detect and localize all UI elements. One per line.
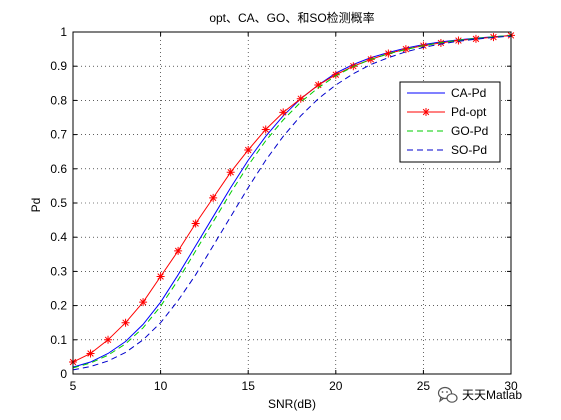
legend-label: GO-Pd	[451, 124, 488, 138]
y-tick-label: 0.4	[50, 230, 67, 244]
y-tick-label: 1	[60, 25, 67, 39]
data-point	[296, 94, 305, 103]
watermark-text: 天天Matlab	[462, 388, 522, 402]
x-tick-label: 20	[329, 379, 343, 393]
series-layer	[69, 31, 515, 371]
x-tick-label: 25	[417, 379, 431, 393]
y-tick-label: 0.7	[50, 128, 67, 142]
y-tick-label: 0.8	[50, 93, 67, 107]
legend-label: CA-Pd	[451, 86, 486, 100]
series-line	[72, 35, 512, 371]
watermark: 天天Matlab	[437, 386, 522, 403]
data-point	[314, 81, 323, 90]
series-go-pd	[72, 34, 512, 369]
y-tick-label: 0.2	[50, 299, 67, 313]
series-line	[72, 34, 512, 368]
data-point	[209, 193, 218, 202]
data-point	[86, 349, 95, 358]
x-tick-labels: 5 10 15 20 25 30	[70, 379, 518, 393]
data-point	[279, 108, 288, 117]
y-tick-labels: 0 0.1 0.2 0.3 0.4 0.5 0.6 0.7 0.8 0.9 1	[50, 25, 67, 381]
y-tick-label: 0.5	[50, 196, 67, 210]
data-point	[244, 145, 253, 154]
legend-items: CA-Pd Pd-opt GO-Pd SO-Pd	[407, 86, 488, 157]
data-point	[104, 335, 113, 344]
data-point	[191, 219, 200, 228]
y-tick-label: 0.6	[50, 162, 67, 176]
y-tick-label: 0.3	[50, 264, 67, 278]
data-point	[331, 70, 340, 79]
x-axis-title: SNR(dB)	[268, 397, 316, 411]
x-tick-label: 30	[504, 379, 518, 393]
x-tick-label: 10	[154, 379, 168, 393]
series-ca-pd	[72, 34, 512, 368]
legend-marker	[422, 108, 430, 116]
data-point	[139, 298, 148, 307]
y-tick-label: 0.1	[50, 333, 67, 347]
data-point	[121, 318, 130, 327]
y-axis-title: Pd	[29, 198, 43, 213]
legend: CA-Pd Pd-opt GO-Pd SO-Pd	[399, 81, 501, 163]
x-tick-label: 15	[242, 379, 256, 393]
y-tick-label: 0.9	[50, 59, 67, 73]
data-point	[156, 272, 165, 281]
data-point	[261, 125, 270, 134]
data-point	[226, 168, 235, 177]
series-line	[72, 34, 512, 369]
wechat-icon	[437, 386, 458, 403]
legend-label: SO-Pd	[451, 143, 487, 157]
y-tick-label: 0	[60, 367, 67, 381]
series-so-pd	[72, 35, 512, 371]
legend-label: Pd-opt	[451, 105, 487, 119]
legend-box	[399, 81, 501, 163]
ticks	[72, 31, 512, 375]
data-point	[174, 246, 183, 255]
data-point	[384, 49, 393, 58]
x-tick-label: 5	[70, 379, 77, 393]
data-point	[471, 34, 480, 43]
chart-title: opt、CA、GO、和SO检测概率	[209, 10, 374, 25]
data-point	[401, 45, 410, 54]
